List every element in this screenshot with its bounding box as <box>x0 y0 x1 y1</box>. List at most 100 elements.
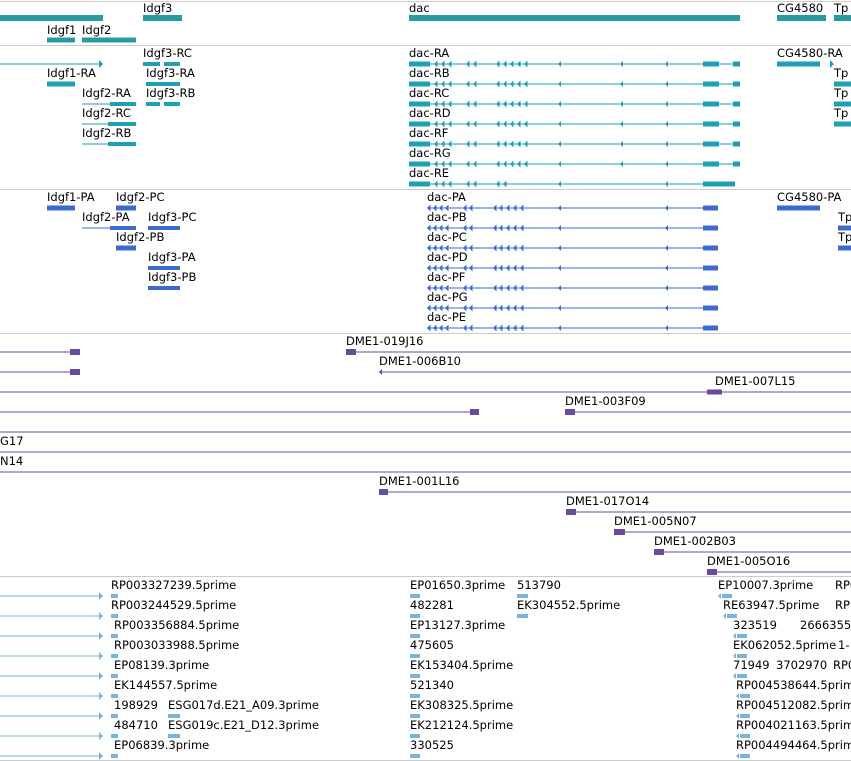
transcript-label[interactable]: Tp <box>833 106 848 120</box>
exon-block[interactable] <box>777 61 820 67</box>
est-block[interactable] <box>168 734 180 738</box>
clone-label[interactable]: G17 <box>0 434 24 448</box>
transcript-label[interactable]: dac-RA <box>409 46 449 60</box>
exon-block[interactable] <box>409 101 430 107</box>
est-block[interactable] <box>410 654 420 658</box>
gene-label[interactable]: Idgf2 <box>82 23 111 37</box>
est-label[interactable]: EK308325.5prime <box>410 698 513 712</box>
protein-label[interactable]: dac-PG <box>427 290 468 304</box>
protein-label[interactable]: CG4580-PA <box>777 190 842 204</box>
protein-label[interactable]: Idgf3-PA <box>148 250 196 264</box>
est-block[interactable] <box>111 714 118 718</box>
transcript-label[interactable]: Idgf3-RB <box>146 86 195 100</box>
est-label[interactable]: 198929 <box>114 698 158 712</box>
est-block[interactable] <box>410 634 420 638</box>
transcript-label[interactable]: Idgf3-RC <box>143 46 192 60</box>
est-label[interactable]: RP003356884.5prime <box>114 618 239 632</box>
exon-block[interactable] <box>164 62 180 66</box>
exon-block[interactable] <box>703 141 719 147</box>
exon-block[interactable] <box>143 62 160 66</box>
est-block[interactable] <box>111 594 118 598</box>
protein-label[interactable]: Tp <box>837 230 851 244</box>
est-label[interactable]: 475605 <box>410 638 454 652</box>
transcript-label[interactable]: dac-RG <box>409 146 451 160</box>
exon-block[interactable] <box>409 121 430 127</box>
transcript-label[interactable]: dac-RF <box>409 126 448 140</box>
exon-block[interactable] <box>703 101 719 107</box>
exon-block[interactable] <box>146 102 160 106</box>
est-block[interactable] <box>111 754 118 758</box>
gene-block[interactable] <box>409 15 740 21</box>
clone-end[interactable] <box>614 529 625 535</box>
protein-label[interactable]: Idgf1-PA <box>47 190 95 204</box>
est-label[interactable]: RP004512082.5prime <box>736 698 851 712</box>
transcript-label[interactable]: Idgf2-RB <box>82 126 131 140</box>
protein-label[interactable]: Idgf2-PA <box>82 210 130 224</box>
est-block[interactable] <box>740 734 750 738</box>
est-block[interactable] <box>517 594 528 598</box>
est-block[interactable] <box>111 614 118 618</box>
exon-block[interactable] <box>116 205 136 211</box>
exon-block[interactable] <box>108 122 136 126</box>
clone-end[interactable] <box>346 349 356 355</box>
est-label[interactable]: RP003327239.5prime <box>111 578 236 592</box>
est-label[interactable]: 482281 <box>410 598 454 612</box>
exon-block[interactable] <box>834 81 851 87</box>
clone-end[interactable] <box>707 569 717 575</box>
protein-label[interactable]: dac-PE <box>427 310 466 324</box>
protein-label[interactable]: dac-PA <box>427 190 466 204</box>
transcript-label[interactable]: dac-RE <box>409 166 449 180</box>
est-label[interactable]: RP003244529.5prime <box>111 598 236 612</box>
exon-block[interactable] <box>838 225 851 231</box>
est-label[interactable]: ESG017d.E21_A09.3prime <box>168 698 319 712</box>
exon-block[interactable] <box>116 245 136 251</box>
est-label[interactable]: EP10007.3prime <box>718 578 813 592</box>
est-block[interactable] <box>722 594 732 598</box>
clone-label[interactable]: DME1-002B03 <box>654 534 736 548</box>
est-block[interactable] <box>111 654 118 658</box>
exon-block[interactable] <box>834 121 851 127</box>
gene-block[interactable] <box>834 15 851 21</box>
transcript-label[interactable]: Idgf2-RA <box>82 86 131 100</box>
exon-block[interactable] <box>733 141 740 147</box>
exon-block[interactable] <box>733 61 740 67</box>
exon-block[interactable] <box>703 181 735 187</box>
gene-label[interactable]: Idgf1 <box>47 23 76 37</box>
protein-label[interactable]: Tp <box>837 210 851 224</box>
est-label[interactable]: EP01650.3prime <box>410 578 505 592</box>
est-block[interactable] <box>410 734 420 738</box>
exon-block[interactable] <box>108 142 136 146</box>
est-label[interactable]: 323519 <box>733 618 777 632</box>
est-block[interactable] <box>740 754 750 758</box>
est-block[interactable] <box>410 714 420 718</box>
exon-block[interactable] <box>703 265 718 271</box>
exon-block[interactable] <box>110 226 136 230</box>
est-block[interactable] <box>111 634 118 638</box>
clone-end[interactable] <box>379 489 388 495</box>
est-block[interactable] <box>737 634 747 638</box>
gene-block[interactable] <box>82 37 136 43</box>
clone-end[interactable] <box>70 349 80 355</box>
protein-label[interactable]: dac-PB <box>427 210 467 224</box>
est-label[interactable]: RE63947.5prime <box>723 598 819 612</box>
est-block[interactable] <box>517 614 528 618</box>
est-label[interactable]: EK153404.5prime <box>410 658 513 672</box>
exon-block[interactable] <box>47 81 75 87</box>
clone-label[interactable]: DME1-005O16 <box>707 554 790 568</box>
protein-label[interactable]: dac-PF <box>427 270 465 284</box>
est-block[interactable] <box>168 714 180 718</box>
est-label[interactable]: 71949 <box>733 658 770 672</box>
exon-block[interactable] <box>703 121 719 127</box>
est-label[interactable]: 513790 <box>517 578 561 592</box>
est-label[interactable]: 521340 <box>410 678 454 692</box>
exon-block[interactable] <box>164 102 180 106</box>
transcript-label[interactable]: Tp <box>833 86 848 100</box>
est-block[interactable] <box>740 694 750 698</box>
transcript-label[interactable]: dac-RD <box>409 106 451 120</box>
protein-label[interactable]: Idgf2-PC <box>116 190 164 204</box>
exon-block[interactable] <box>703 245 718 251</box>
est-block[interactable] <box>740 714 750 718</box>
exon-block[interactable] <box>838 245 851 251</box>
exon-block[interactable] <box>733 121 740 127</box>
exon-block[interactable] <box>733 161 740 167</box>
